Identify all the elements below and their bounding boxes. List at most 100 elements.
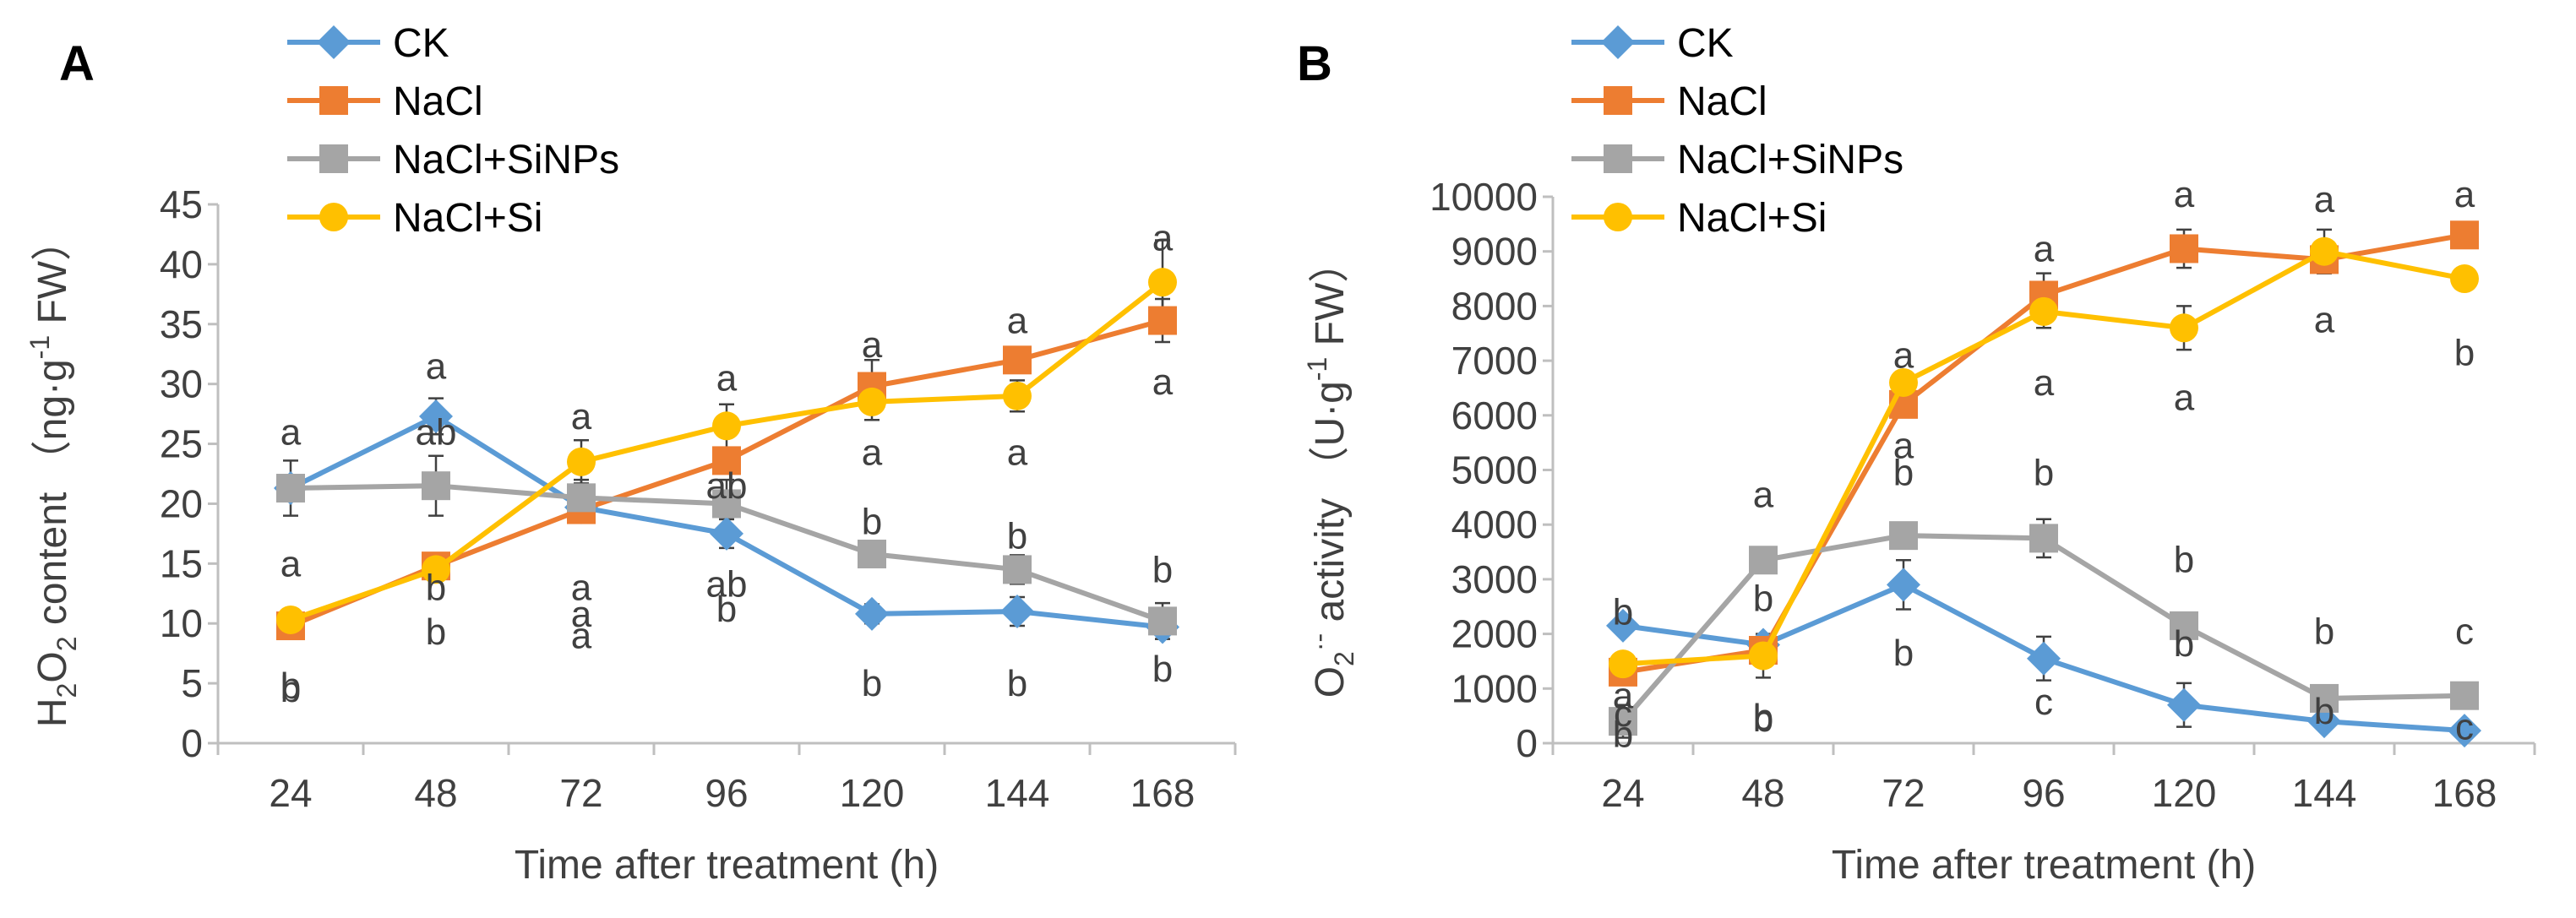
x-tick-label: 48 — [414, 771, 457, 815]
data-point-nacl-sinps — [2450, 681, 2479, 710]
x-axis-title: Time after treatment (h) — [515, 843, 939, 888]
data-point-ck — [710, 516, 743, 551]
x-tick-label: 120 — [2152, 771, 2217, 815]
data-point-nacl — [2170, 234, 2198, 263]
data-point-nacl-si — [1148, 268, 1177, 297]
data-point-nacl — [1148, 306, 1177, 335]
x-tick-label: 48 — [1741, 771, 1784, 815]
significance-label: b — [1152, 649, 1173, 690]
y-tick-label: 3000 — [1451, 557, 1538, 601]
legend: CK NaCl NaCl+SiNPs NaCl+Si — [287, 21, 619, 241]
data-point-ck — [1606, 608, 1640, 643]
legend-marker-ck — [317, 25, 351, 59]
panel-b: B 0 1000 2000 3000 4000 5000 6000 7000 8000 9000 10… — [1297, 21, 2536, 888]
significance-label: c — [1614, 693, 1632, 735]
data-point-nacl-si — [712, 411, 741, 441]
significance-label: a — [571, 594, 592, 635]
x-tick-label: 96 — [2022, 771, 2065, 815]
data-point-nacl — [2450, 220, 2479, 250]
significance-label: a — [2174, 174, 2195, 215]
y-tick-label: 5000 — [1451, 448, 1538, 492]
significance-label: b — [280, 665, 301, 707]
significance-label: ab — [706, 563, 748, 605]
legend-label-nacl-sinps: NaCl+SiNPs — [393, 138, 619, 182]
data-point-nacl-sinps — [2170, 611, 2198, 640]
y-tick-label: 20 — [160, 481, 203, 525]
y-tick-label: 5 — [181, 661, 203, 705]
significance-label: c — [2455, 707, 2474, 748]
significance-label: b — [1152, 549, 1173, 590]
significance-label: b — [2314, 611, 2334, 652]
legend-marker-nacl — [319, 86, 348, 115]
y-tick-label: 2000 — [1451, 612, 1538, 656]
data-point-nacl-si — [422, 555, 450, 584]
significance-label: b — [1753, 698, 1773, 740]
significance-label: b — [426, 611, 446, 653]
data-point-nacl-sinps — [422, 471, 450, 501]
significance-label: b — [1613, 592, 1633, 633]
significance-label: b — [2314, 691, 2334, 732]
significance-label: a — [280, 411, 302, 453]
significance-label: b — [1007, 516, 1027, 557]
significance-label: a — [1007, 301, 1028, 342]
significance-label: b — [1753, 697, 1773, 738]
y-tick-label: 45 — [160, 182, 203, 226]
legend-marker-ck — [1601, 25, 1635, 59]
significance-label: b — [426, 568, 446, 609]
y-tick-label: 30 — [160, 362, 203, 406]
data-point-nacl-sinps — [276, 474, 305, 503]
data-point-ck — [2307, 704, 2341, 739]
y-tick-label: 4000 — [1451, 502, 1538, 546]
data-point-ck — [2448, 714, 2481, 748]
y-tick-label: 15 — [160, 541, 203, 585]
y-tick-label: 0 — [181, 721, 203, 765]
legend-label-ck: CK — [1677, 21, 1734, 66]
significance-label: b — [1893, 633, 1914, 674]
panel-letter: B — [1297, 36, 1332, 91]
significance-label: a — [1152, 361, 1174, 403]
data-point-nacl-si — [1609, 649, 1637, 679]
x-tick-label: 72 — [1882, 771, 1925, 815]
y-tick-label: 1000 — [1451, 666, 1538, 710]
y-tick-label: 0 — [1516, 721, 1538, 765]
significance-label: a — [862, 432, 883, 473]
data-point-nacl-sinps — [1749, 546, 1778, 575]
significance-label: b — [2174, 540, 2194, 581]
data-point-nacl-si — [2310, 236, 2339, 266]
data-point-nacl-si — [567, 447, 596, 476]
y-tick-label: 40 — [160, 242, 203, 286]
x-tick-label: 24 — [269, 771, 312, 815]
data-point-ck — [1887, 568, 1920, 602]
significance-label: a — [280, 543, 302, 584]
significance-label: b — [2174, 623, 2194, 665]
legend-marker-nacl-si — [319, 203, 348, 231]
data-point-ck — [2167, 687, 2201, 722]
y-tick-label: 35 — [160, 302, 203, 346]
y-tick-label: 8000 — [1451, 284, 1538, 328]
legend-marker-nacl-sinps — [1604, 144, 1632, 173]
significance-label: a — [1613, 676, 1634, 717]
data-point-nacl — [1003, 345, 1032, 375]
significance-label: a — [716, 358, 738, 399]
y-tick-label: 7000 — [1451, 339, 1538, 383]
panel-letter: A — [59, 36, 95, 91]
y-axis-title: O2·- activity （U·g-1 FW） — [1302, 242, 1359, 698]
significance-label: b — [862, 502, 882, 543]
legend-label-nacl-sinps: NaCl+SiNPs — [1677, 138, 1903, 182]
significance-label: c — [2034, 682, 2053, 723]
legend-label-nacl: NaCl — [1677, 79, 1767, 124]
legend-label-nacl-si: NaCl+Si — [1677, 196, 1827, 241]
data-point-nacl-sinps — [1148, 606, 1177, 636]
legend: CK NaCl NaCl+SiNPs NaCl+Si — [1571, 21, 1903, 241]
significance-label: a — [571, 568, 592, 609]
legend-marker-nacl-sinps — [319, 144, 348, 173]
significance-label: a — [862, 324, 883, 366]
significance-label: b — [862, 663, 882, 704]
y-tick-label: 6000 — [1451, 394, 1538, 437]
data-point-nacl-si — [276, 605, 305, 634]
legend-label-nacl-si: NaCl+Si — [393, 196, 542, 241]
significance-label: a — [426, 345, 447, 387]
data-point-ck — [419, 399, 453, 433]
